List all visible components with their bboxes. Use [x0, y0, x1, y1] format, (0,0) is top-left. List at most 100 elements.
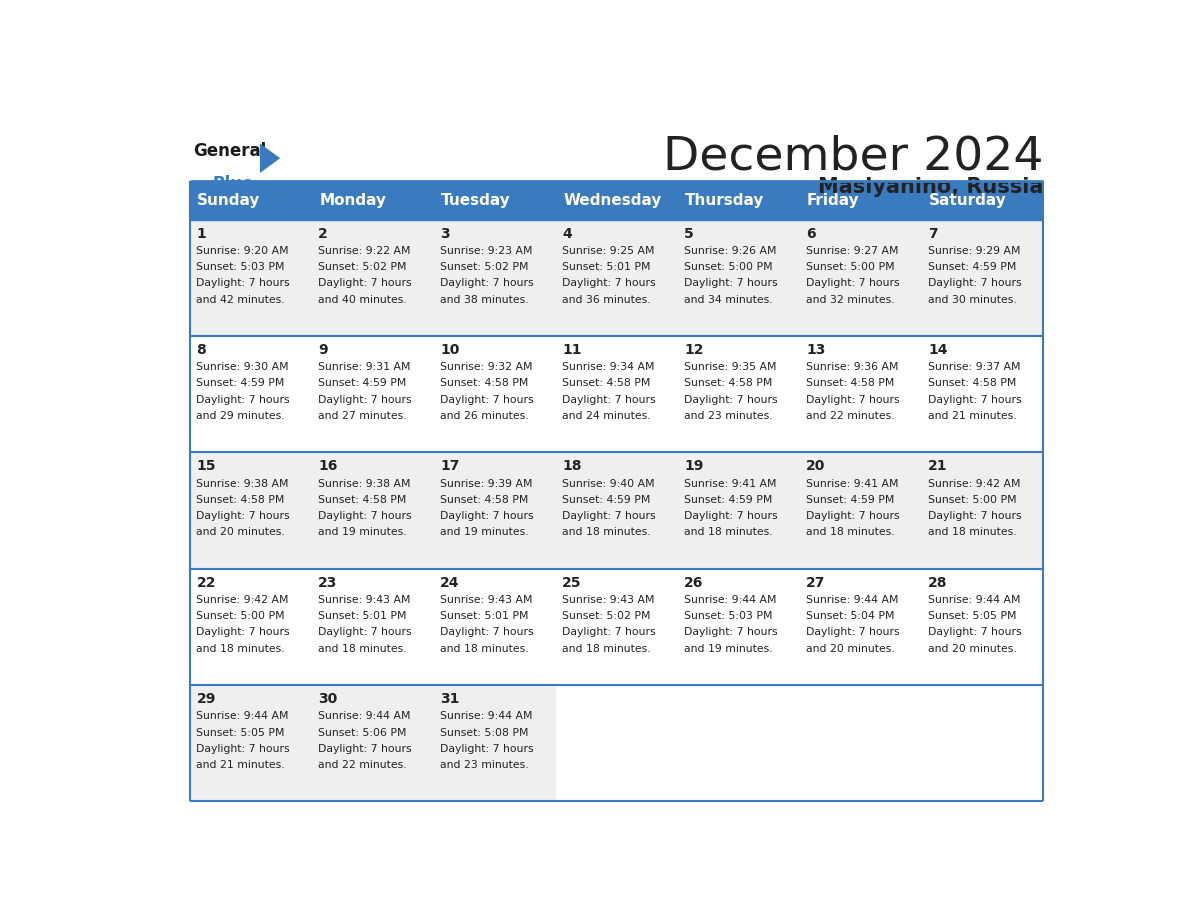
- Text: and 21 minutes.: and 21 minutes.: [196, 760, 285, 770]
- Text: Daylight: 7 hours: Daylight: 7 hours: [318, 744, 412, 754]
- Text: 4: 4: [562, 227, 571, 241]
- Text: 15: 15: [196, 460, 216, 474]
- Text: and 26 minutes.: and 26 minutes.: [441, 411, 529, 421]
- Text: Sunset: 5:05 PM: Sunset: 5:05 PM: [928, 611, 1017, 621]
- Text: Sunrise: 9:38 AM: Sunrise: 9:38 AM: [318, 478, 411, 488]
- Text: and 27 minutes.: and 27 minutes.: [318, 411, 407, 421]
- Text: Daylight: 7 hours: Daylight: 7 hours: [441, 744, 533, 754]
- Text: and 18 minutes.: and 18 minutes.: [318, 644, 407, 654]
- Bar: [677, 181, 800, 219]
- Text: Sunrise: 9:42 AM: Sunrise: 9:42 AM: [928, 478, 1020, 488]
- Text: and 20 minutes.: and 20 minutes.: [805, 644, 895, 654]
- Text: Daylight: 7 hours: Daylight: 7 hours: [441, 627, 533, 637]
- Text: Sunrise: 9:22 AM: Sunrise: 9:22 AM: [318, 246, 411, 256]
- Text: Sunset: 5:02 PM: Sunset: 5:02 PM: [441, 263, 529, 272]
- Text: Sunrise: 9:40 AM: Sunrise: 9:40 AM: [562, 478, 655, 488]
- Text: 20: 20: [805, 460, 826, 474]
- Text: and 18 minutes.: and 18 minutes.: [562, 644, 651, 654]
- Text: 9: 9: [318, 343, 328, 357]
- Text: Daylight: 7 hours: Daylight: 7 hours: [562, 395, 656, 405]
- Text: and 20 minutes.: and 20 minutes.: [928, 644, 1017, 654]
- Text: and 36 minutes.: and 36 minutes.: [562, 295, 651, 305]
- Text: Daylight: 7 hours: Daylight: 7 hours: [805, 511, 899, 521]
- Bar: [434, 219, 556, 336]
- Text: 16: 16: [318, 460, 337, 474]
- Bar: [800, 181, 922, 219]
- Text: Daylight: 7 hours: Daylight: 7 hours: [196, 511, 290, 521]
- Text: and 38 minutes.: and 38 minutes.: [441, 295, 529, 305]
- Text: and 42 minutes.: and 42 minutes.: [196, 295, 285, 305]
- Bar: [190, 569, 312, 685]
- Text: Daylight: 7 hours: Daylight: 7 hours: [928, 511, 1022, 521]
- Text: 25: 25: [562, 576, 582, 590]
- Bar: [922, 569, 1043, 685]
- Text: and 18 minutes.: and 18 minutes.: [441, 644, 529, 654]
- Bar: [556, 219, 677, 336]
- Text: Sunrise: 9:44 AM: Sunrise: 9:44 AM: [684, 595, 777, 605]
- Bar: [677, 219, 800, 336]
- Text: 31: 31: [441, 692, 460, 706]
- Text: Sunrise: 9:34 AM: Sunrise: 9:34 AM: [562, 363, 655, 372]
- Text: 3: 3: [441, 227, 450, 241]
- Text: and 24 minutes.: and 24 minutes.: [562, 411, 651, 421]
- Text: Friday: Friday: [807, 193, 860, 207]
- Text: Sunrise: 9:44 AM: Sunrise: 9:44 AM: [805, 595, 898, 605]
- Text: Sunrise: 9:44 AM: Sunrise: 9:44 AM: [928, 595, 1020, 605]
- Text: Sunset: 5:00 PM: Sunset: 5:00 PM: [805, 263, 895, 272]
- Text: Sunset: 5:01 PM: Sunset: 5:01 PM: [562, 263, 651, 272]
- Text: Sunset: 5:06 PM: Sunset: 5:06 PM: [318, 728, 406, 737]
- Text: and 19 minutes.: and 19 minutes.: [441, 527, 529, 537]
- Text: 2: 2: [318, 227, 328, 241]
- Text: 19: 19: [684, 460, 703, 474]
- Text: Sunset: 5:01 PM: Sunset: 5:01 PM: [318, 611, 406, 621]
- Bar: [800, 453, 922, 569]
- Text: Daylight: 7 hours: Daylight: 7 hours: [684, 278, 778, 288]
- Bar: [922, 219, 1043, 336]
- Text: Daylight: 7 hours: Daylight: 7 hours: [196, 278, 290, 288]
- Bar: [677, 453, 800, 569]
- Text: Sunrise: 9:25 AM: Sunrise: 9:25 AM: [562, 246, 655, 256]
- Text: 27: 27: [805, 576, 826, 590]
- Text: and 18 minutes.: and 18 minutes.: [196, 644, 285, 654]
- Bar: [312, 685, 434, 801]
- Bar: [434, 181, 556, 219]
- Text: Sunset: 5:03 PM: Sunset: 5:03 PM: [684, 611, 772, 621]
- Text: Sunset: 5:00 PM: Sunset: 5:00 PM: [928, 495, 1017, 505]
- Text: and 22 minutes.: and 22 minutes.: [805, 411, 895, 421]
- Text: Daylight: 7 hours: Daylight: 7 hours: [196, 744, 290, 754]
- Text: Sunset: 4:58 PM: Sunset: 4:58 PM: [441, 495, 529, 505]
- Text: 7: 7: [928, 227, 937, 241]
- Text: Sunrise: 9:29 AM: Sunrise: 9:29 AM: [928, 246, 1020, 256]
- Text: Sunset: 4:59 PM: Sunset: 4:59 PM: [318, 378, 406, 388]
- Text: Sunset: 5:02 PM: Sunset: 5:02 PM: [562, 611, 651, 621]
- Bar: [312, 453, 434, 569]
- Text: Sunset: 4:58 PM: Sunset: 4:58 PM: [318, 495, 406, 505]
- Text: 10: 10: [441, 343, 460, 357]
- Bar: [312, 336, 434, 453]
- Bar: [190, 336, 312, 453]
- Text: and 34 minutes.: and 34 minutes.: [684, 295, 772, 305]
- Text: Sunrise: 9:41 AM: Sunrise: 9:41 AM: [684, 478, 777, 488]
- Bar: [434, 569, 556, 685]
- Bar: [800, 219, 922, 336]
- Text: Daylight: 7 hours: Daylight: 7 hours: [805, 278, 899, 288]
- Text: Sunset: 4:58 PM: Sunset: 4:58 PM: [928, 378, 1016, 388]
- Bar: [312, 569, 434, 685]
- Text: and 20 minutes.: and 20 minutes.: [196, 527, 285, 537]
- Text: Daylight: 7 hours: Daylight: 7 hours: [562, 278, 656, 288]
- Text: Daylight: 7 hours: Daylight: 7 hours: [684, 627, 778, 637]
- Text: 11: 11: [562, 343, 582, 357]
- Text: and 21 minutes.: and 21 minutes.: [928, 411, 1017, 421]
- Text: Sunrise: 9:44 AM: Sunrise: 9:44 AM: [318, 711, 411, 722]
- Bar: [677, 336, 800, 453]
- Text: and 18 minutes.: and 18 minutes.: [805, 527, 895, 537]
- Text: and 18 minutes.: and 18 minutes.: [928, 527, 1017, 537]
- Bar: [434, 453, 556, 569]
- Text: Sunset: 4:59 PM: Sunset: 4:59 PM: [196, 378, 285, 388]
- Bar: [922, 453, 1043, 569]
- Text: Sunrise: 9:32 AM: Sunrise: 9:32 AM: [441, 363, 532, 372]
- Text: Sunrise: 9:43 AM: Sunrise: 9:43 AM: [318, 595, 411, 605]
- Text: Sunrise: 9:41 AM: Sunrise: 9:41 AM: [805, 478, 898, 488]
- Text: Sunset: 4:58 PM: Sunset: 4:58 PM: [441, 378, 529, 388]
- Text: Sunrise: 9:44 AM: Sunrise: 9:44 AM: [196, 711, 289, 722]
